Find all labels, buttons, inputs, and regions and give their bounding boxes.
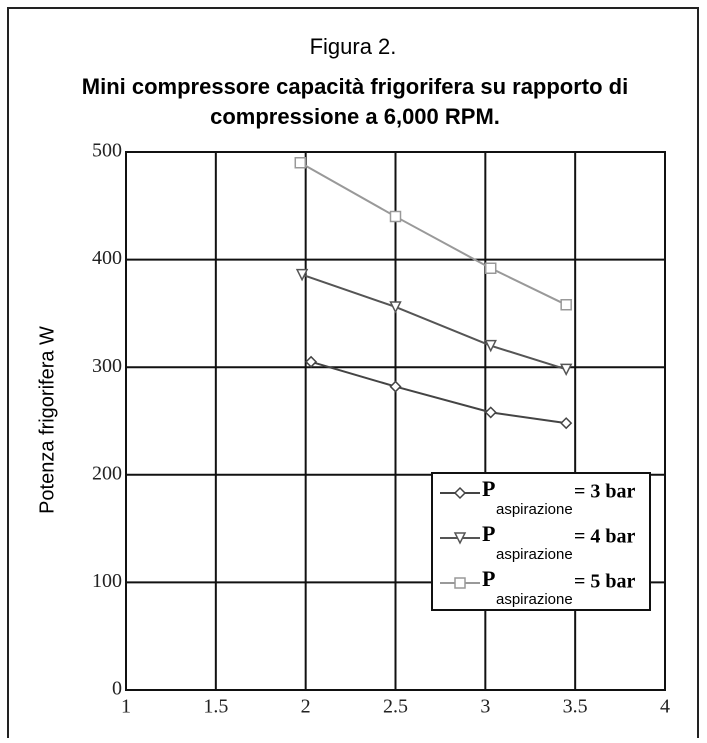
x-tick-label: 1.5 xyxy=(203,696,228,718)
x-tick-label: 4 xyxy=(660,696,670,718)
marker xyxy=(453,532,467,545)
legend-symbol: P xyxy=(482,566,495,591)
y-tick-label: 100 xyxy=(92,570,122,592)
marker xyxy=(559,363,573,377)
marker xyxy=(484,406,497,419)
frame xyxy=(7,7,699,743)
marker xyxy=(484,262,497,274)
legend-subscript: aspirazione xyxy=(496,546,573,563)
x-tick-label: 3 xyxy=(480,696,490,718)
series-line xyxy=(310,360,567,425)
marker xyxy=(560,299,572,311)
marker xyxy=(560,417,573,430)
marker xyxy=(484,339,497,353)
x-tick-label: 1 xyxy=(121,696,131,718)
legend-label: = 5 bar xyxy=(574,571,636,593)
marker xyxy=(294,157,307,169)
legend-symbol: P xyxy=(482,476,495,501)
legend-label: = 4 bar xyxy=(574,526,636,548)
y-axis-label: Potenza frigorifera W xyxy=(36,326,58,514)
marker xyxy=(389,210,402,223)
y-tick-label: 200 xyxy=(92,462,122,484)
marker xyxy=(389,380,402,393)
x-tick-label: 2 xyxy=(301,696,311,718)
legend-subscript: aspirazione xyxy=(496,591,573,608)
marker xyxy=(295,268,309,282)
series-line xyxy=(301,273,567,371)
x-tick-label: 3.5 xyxy=(563,696,588,718)
series-line xyxy=(299,161,567,306)
legend-label: = 3 bar xyxy=(574,481,636,503)
legend-subscript: aspirazione xyxy=(496,501,573,518)
marker xyxy=(454,577,466,589)
marker xyxy=(304,355,318,368)
y-tick-label: 500 xyxy=(92,140,122,162)
chart-title: Figura 2. xyxy=(310,34,397,59)
marker xyxy=(453,486,467,500)
y-tick-label: 400 xyxy=(92,247,122,269)
legend-symbol: P xyxy=(482,521,495,546)
legend-box xyxy=(431,472,651,611)
plot-border xyxy=(125,151,666,691)
marker xyxy=(389,301,402,314)
y-tick-label: 0 xyxy=(112,678,122,700)
subtitle-box: Mini compressore capacità frigorifera su… xyxy=(81,74,629,129)
x-tick-label: 2.5 xyxy=(383,696,408,718)
chart-subtitle: Mini compressore capacità frigorifera su… xyxy=(81,74,629,129)
y-tick-label: 300 xyxy=(92,355,122,377)
